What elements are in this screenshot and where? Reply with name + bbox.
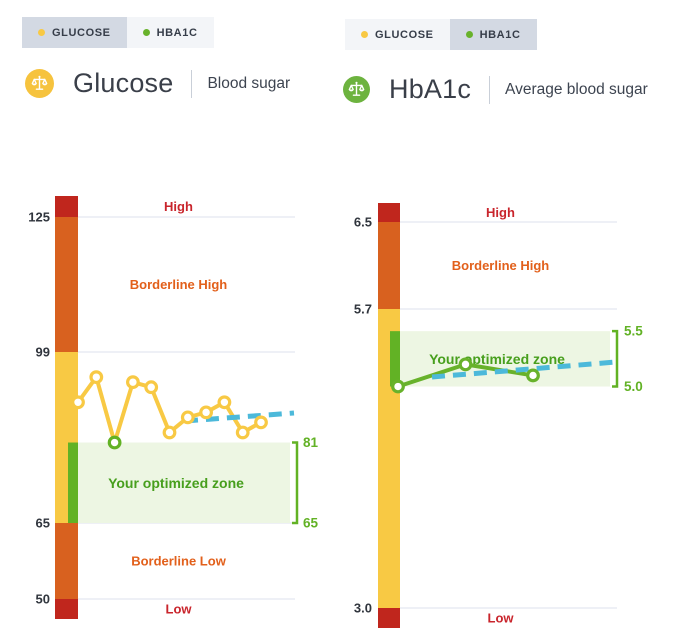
optimized-bar-segment — [68, 442, 78, 523]
title-divider — [489, 75, 491, 104]
optimized-bar-segment — [390, 331, 400, 387]
page-title-glucose: Glucose — [73, 68, 174, 98]
y-axis-tick-label: 3.0 — [354, 601, 372, 616]
data-point[interactable] — [107, 435, 122, 450]
y-axis-tick-label: 125 — [28, 210, 50, 225]
tab-hba1c-right[interactable]: HBA1C — [449, 19, 537, 50]
range-bar-segment — [55, 599, 78, 619]
zone-bracket — [292, 441, 299, 525]
hba1c-tab-bar: GLUCOSE HBA1C — [345, 19, 537, 50]
data-point[interactable] — [217, 395, 232, 410]
range-bar-segment — [378, 222, 400, 309]
y-axis-tick-label: 6.5 — [354, 215, 372, 230]
hba1c-title-row: HbA1c Average blood sugar — [343, 74, 648, 105]
zone-bracket-label: 65 — [303, 516, 319, 531]
band-label: Borderline High — [130, 277, 228, 292]
optimized-zone-label: Your optimized zone — [429, 351, 565, 367]
zone-bracket-label: 81 — [303, 435, 319, 450]
page-subtitle-hba1c: Average blood sugar — [505, 80, 648, 98]
tab-hba1c-label: HBA1C — [479, 28, 521, 41]
y-axis-tick-label: 5.7 — [354, 302, 372, 317]
page-title-hba1c: HbA1c — [389, 74, 472, 104]
range-bar-segment — [55, 523, 78, 599]
data-point[interactable] — [199, 405, 214, 420]
trend-line — [184, 410, 295, 424]
hba1c-dot-icon — [465, 31, 473, 38]
zone-bracket — [612, 329, 619, 388]
tab-glucose-right[interactable]: GLUCOSE — [345, 19, 450, 50]
tab-glucose-label: GLUCOSE — [52, 26, 111, 39]
y-axis-tick-label: 65 — [36, 516, 50, 531]
band-label: High — [486, 205, 515, 220]
glucose-title-row: Glucose Blood sugar — [25, 68, 290, 99]
data-point[interactable] — [162, 425, 177, 440]
data-point[interactable] — [144, 380, 159, 395]
optimized-zone — [78, 442, 290, 523]
range-bar-segment — [55, 196, 78, 217]
scale-icon — [343, 76, 370, 103]
range-bar-segment — [55, 217, 78, 352]
band-label: Low — [488, 611, 515, 626]
title-divider — [191, 69, 193, 98]
data-point[interactable] — [180, 410, 195, 425]
band-label: High — [164, 199, 193, 214]
tab-hba1c-label: HBA1C — [156, 26, 198, 39]
data-point[interactable] — [526, 368, 540, 383]
page-subtitle-glucose: Blood sugar — [207, 74, 291, 92]
zone-bracket-label: 5.5 — [624, 324, 643, 339]
band-label: Borderline Low — [131, 554, 227, 569]
hba1c-dot-icon — [142, 29, 150, 36]
data-point[interactable] — [235, 425, 250, 440]
band-label: Low — [166, 602, 193, 617]
tab-glucose-label: GLUCOSE — [375, 28, 434, 41]
data-point[interactable] — [89, 370, 104, 385]
range-bar-segment — [378, 608, 400, 628]
glucose-dot-icon — [38, 29, 45, 36]
zone-bracket-label: 5.0 — [624, 379, 643, 394]
scale-icon — [25, 69, 54, 98]
glucose-tab-bar: GLUCOSE HBA1C — [22, 17, 214, 48]
glucose-dot-icon — [361, 31, 368, 38]
optimized-zone-label: Your optimized zone — [108, 475, 244, 491]
band-label: Borderline High — [452, 258, 550, 273]
data-point[interactable] — [391, 379, 405, 394]
data-point[interactable] — [71, 395, 85, 410]
data-point[interactable] — [254, 415, 268, 430]
tab-hba1c[interactable]: HBA1C — [126, 17, 214, 48]
y-axis-tick-label: 50 — [36, 592, 50, 607]
tab-glucose[interactable]: GLUCOSE — [22, 17, 127, 48]
trend-line — [431, 359, 617, 380]
range-bar-segment — [378, 203, 400, 222]
data-point[interactable] — [125, 375, 140, 390]
data-point[interactable] — [458, 357, 473, 372]
y-axis-tick-label: 99 — [36, 345, 50, 360]
